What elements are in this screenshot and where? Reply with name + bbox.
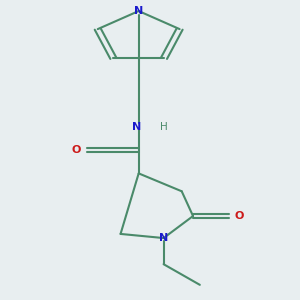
Text: H: H (160, 122, 167, 132)
Text: O: O (72, 145, 81, 155)
Text: O: O (235, 211, 244, 221)
Text: N: N (159, 233, 168, 243)
Text: N: N (132, 122, 141, 132)
Text: N: N (134, 6, 143, 16)
